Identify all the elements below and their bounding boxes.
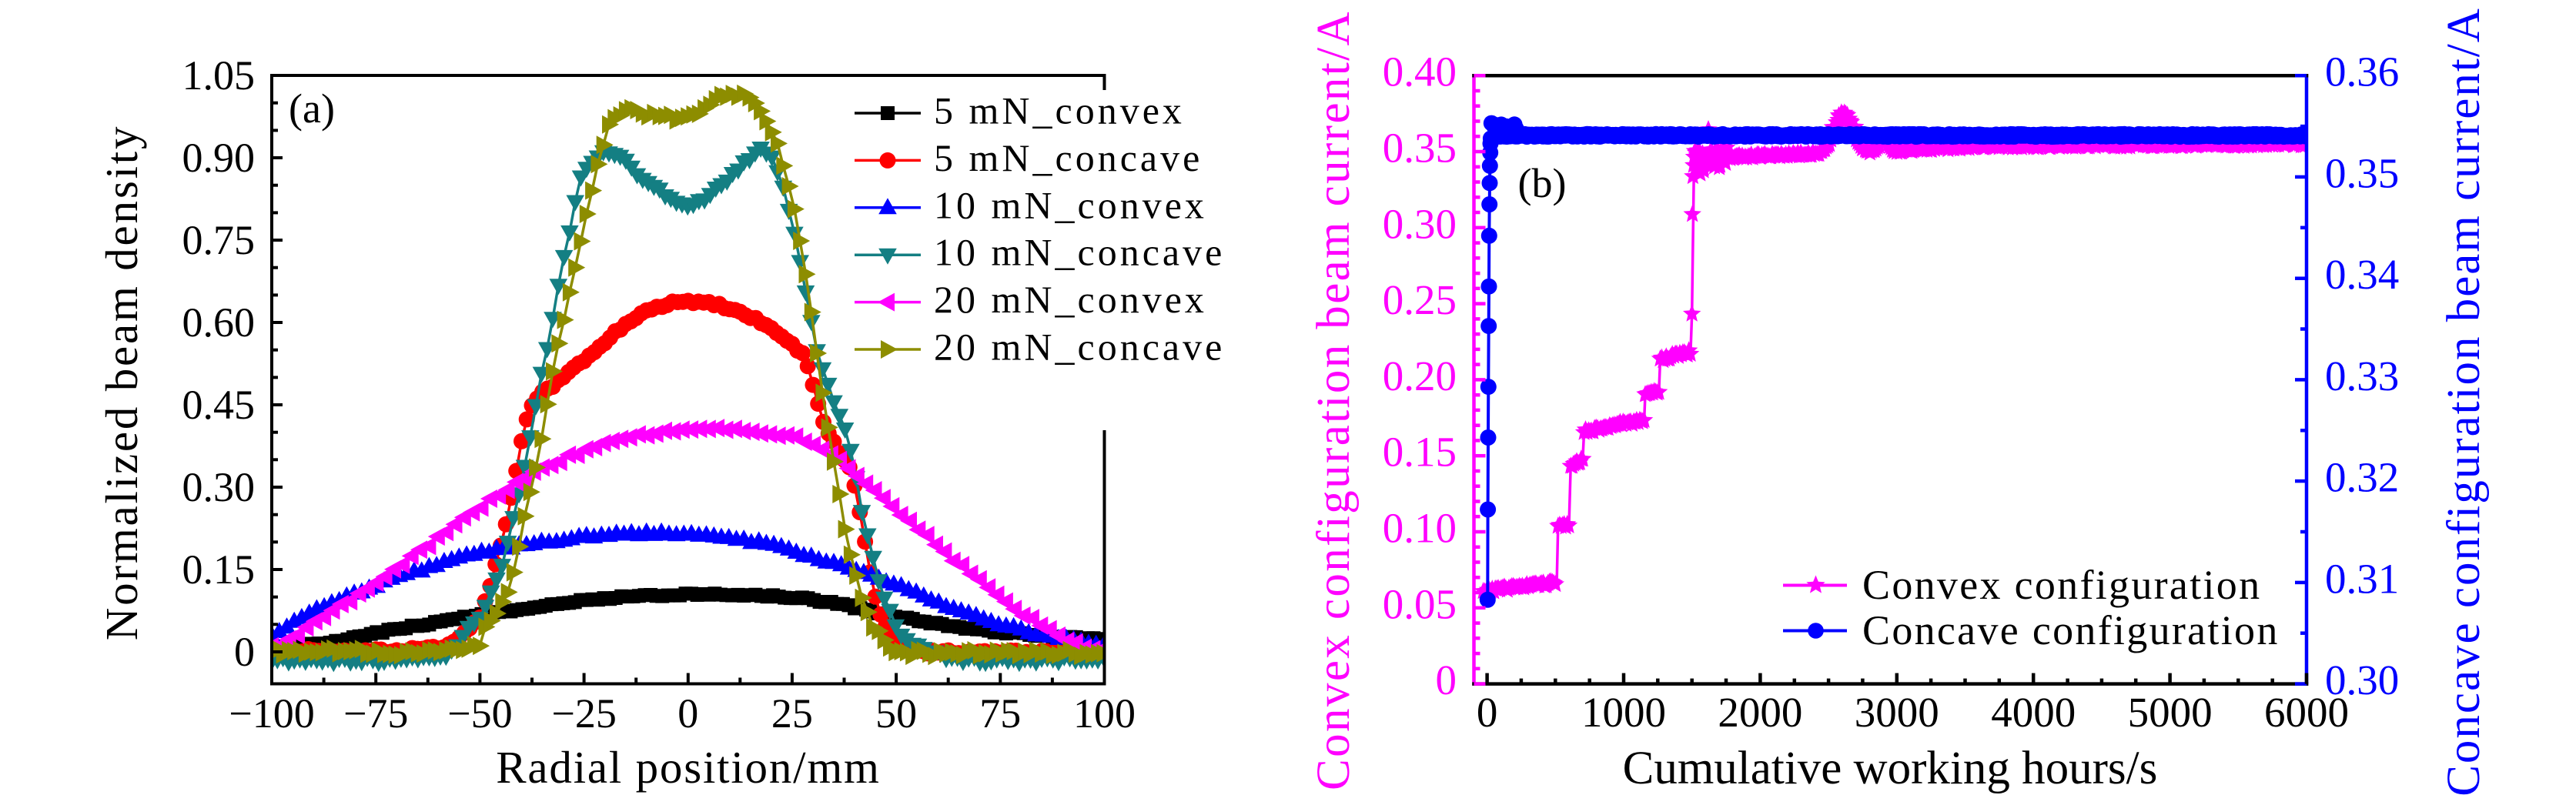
svg-text:Concave configuration beam cur: Concave configuration beam current/A xyxy=(2438,7,2490,795)
svg-text:0.60: 0.60 xyxy=(182,299,256,346)
svg-text:0.40: 0.40 xyxy=(1383,48,1457,95)
svg-text:5000: 5000 xyxy=(2128,689,2213,736)
svg-text:0: 0 xyxy=(234,629,255,675)
svg-text:Normalized beam density: Normalized beam density xyxy=(96,125,147,641)
svg-text:3000: 3000 xyxy=(1855,689,1939,736)
svg-text:0.31: 0.31 xyxy=(2325,555,2399,602)
svg-text:10 mN_concave: 10 mN_concave xyxy=(934,231,1225,274)
svg-text:0.34: 0.34 xyxy=(2325,251,2399,298)
svg-text:1000: 1000 xyxy=(1581,689,1666,736)
svg-text:Concave configuration: Concave configuration xyxy=(1862,607,2280,653)
svg-text:−100: −100 xyxy=(229,690,314,737)
svg-text:2000: 2000 xyxy=(1718,689,1802,736)
svg-text:5 mN_convex: 5 mN_convex xyxy=(934,89,1185,132)
svg-text:Convex configuration: Convex configuration xyxy=(1862,562,2261,608)
svg-text:0.05: 0.05 xyxy=(1383,580,1457,627)
svg-text:0: 0 xyxy=(1477,689,1498,736)
svg-text:25: 25 xyxy=(771,690,813,737)
svg-text:5 mN_concave: 5 mN_concave xyxy=(934,136,1203,179)
svg-text:(a): (a) xyxy=(289,85,335,132)
svg-text:0.75: 0.75 xyxy=(182,217,256,263)
svg-text:Radial position/mm: Radial position/mm xyxy=(496,742,880,793)
svg-text:0.30: 0.30 xyxy=(1383,200,1457,247)
svg-text:0.33: 0.33 xyxy=(2325,352,2399,399)
svg-text:50: 50 xyxy=(875,690,917,737)
svg-text:0.25: 0.25 xyxy=(1383,276,1457,323)
svg-text:0.45: 0.45 xyxy=(182,382,256,428)
svg-text:Cumulative working hours/s: Cumulative working hours/s xyxy=(1623,743,2158,794)
svg-text:6000: 6000 xyxy=(2264,689,2349,736)
svg-text:0.10: 0.10 xyxy=(1383,505,1457,552)
svg-text:0.35: 0.35 xyxy=(1383,125,1457,172)
svg-text:0.30: 0.30 xyxy=(182,464,256,510)
svg-text:0.35: 0.35 xyxy=(2325,149,2399,196)
svg-text:10 mN_convex: 10 mN_convex xyxy=(934,183,1207,226)
svg-text:−50: −50 xyxy=(447,690,512,737)
svg-text:0.32: 0.32 xyxy=(2325,454,2399,501)
svg-text:Convex configuration beam curr: Convex configuration beam current/A xyxy=(1308,10,1360,790)
svg-text:0.15: 0.15 xyxy=(1383,429,1457,476)
svg-text:0.15: 0.15 xyxy=(182,546,256,593)
svg-text:100: 100 xyxy=(1073,690,1136,737)
svg-text:−75: −75 xyxy=(343,690,408,737)
svg-text:0.36: 0.36 xyxy=(2325,48,2399,95)
svg-text:1.05: 1.05 xyxy=(182,52,256,99)
svg-text:0.90: 0.90 xyxy=(182,135,256,181)
svg-text:0: 0 xyxy=(1436,656,1457,703)
svg-text:(b): (b) xyxy=(1518,160,1567,206)
svg-text:75: 75 xyxy=(979,690,1021,737)
svg-text:4000: 4000 xyxy=(1991,689,2076,736)
svg-text:0: 0 xyxy=(677,690,698,737)
svg-text:20 mN_concave: 20 mN_concave xyxy=(934,326,1225,369)
svg-text:0.20: 0.20 xyxy=(1383,352,1457,399)
svg-text:−25: −25 xyxy=(551,690,616,737)
svg-text:0.30: 0.30 xyxy=(2325,656,2399,703)
svg-text:20 mN_convex: 20 mN_convex xyxy=(934,278,1207,321)
